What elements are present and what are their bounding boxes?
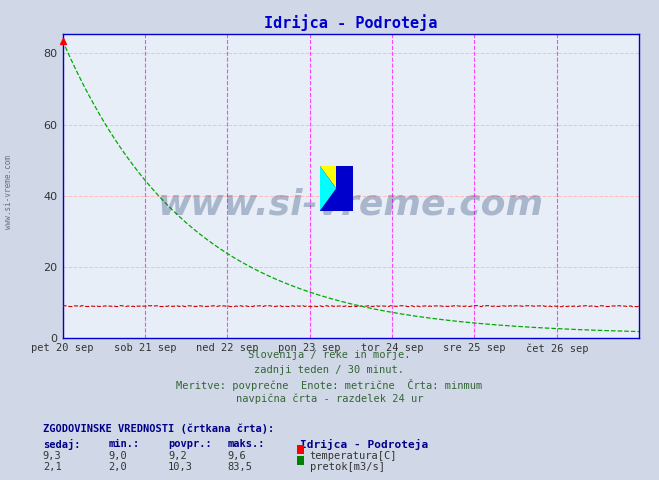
Text: Slovenija / reke in morje.: Slovenija / reke in morje. xyxy=(248,350,411,360)
Text: ZGODOVINSKE VREDNOSTI (črtkana črta):: ZGODOVINSKE VREDNOSTI (črtkana črta): xyxy=(43,423,274,434)
Title: Idrijca - Podroteja: Idrijca - Podroteja xyxy=(264,14,438,31)
Text: navpična črta - razdelek 24 ur: navpična črta - razdelek 24 ur xyxy=(236,394,423,404)
Text: Meritve: povprečne  Enote: metrične  Črta: minmum: Meritve: povprečne Enote: metrične Črta:… xyxy=(177,379,482,391)
Text: 9,3: 9,3 xyxy=(43,451,61,461)
Text: 2,1: 2,1 xyxy=(43,462,61,472)
Text: 83,5: 83,5 xyxy=(227,462,252,472)
Text: 9,2: 9,2 xyxy=(168,451,186,461)
Text: povpr.:: povpr.: xyxy=(168,439,212,449)
Text: pretok[m3/s]: pretok[m3/s] xyxy=(310,462,385,472)
Text: sedaj:: sedaj: xyxy=(43,439,80,450)
Text: maks.:: maks.: xyxy=(227,439,265,449)
Text: min.:: min.: xyxy=(109,439,140,449)
Text: temperatura[C]: temperatura[C] xyxy=(310,451,397,461)
Text: 10,3: 10,3 xyxy=(168,462,193,472)
Polygon shape xyxy=(320,166,336,188)
Text: 2,0: 2,0 xyxy=(109,462,127,472)
Text: Idrijca - Podroteja: Idrijca - Podroteja xyxy=(300,439,428,450)
Text: 9,6: 9,6 xyxy=(227,451,246,461)
Text: 9,0: 9,0 xyxy=(109,451,127,461)
Text: www.si-vreme.com: www.si-vreme.com xyxy=(4,155,13,229)
Polygon shape xyxy=(320,166,336,211)
Text: zadnji teden / 30 minut.: zadnji teden / 30 minut. xyxy=(254,365,405,375)
Text: www.si-vreme.com: www.si-vreme.com xyxy=(158,187,544,221)
